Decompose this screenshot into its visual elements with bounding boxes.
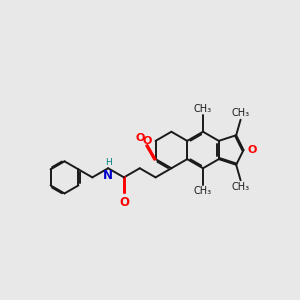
- Text: H: H: [105, 158, 112, 167]
- Text: CH₃: CH₃: [232, 108, 250, 118]
- Text: O: O: [248, 145, 257, 155]
- Text: CH₃: CH₃: [194, 103, 212, 113]
- Text: O: O: [143, 136, 152, 146]
- Text: O: O: [136, 133, 145, 142]
- Text: CH₃: CH₃: [232, 182, 250, 192]
- Text: N: N: [103, 169, 113, 182]
- Text: O: O: [119, 196, 129, 209]
- Text: CH₃: CH₃: [194, 187, 212, 196]
